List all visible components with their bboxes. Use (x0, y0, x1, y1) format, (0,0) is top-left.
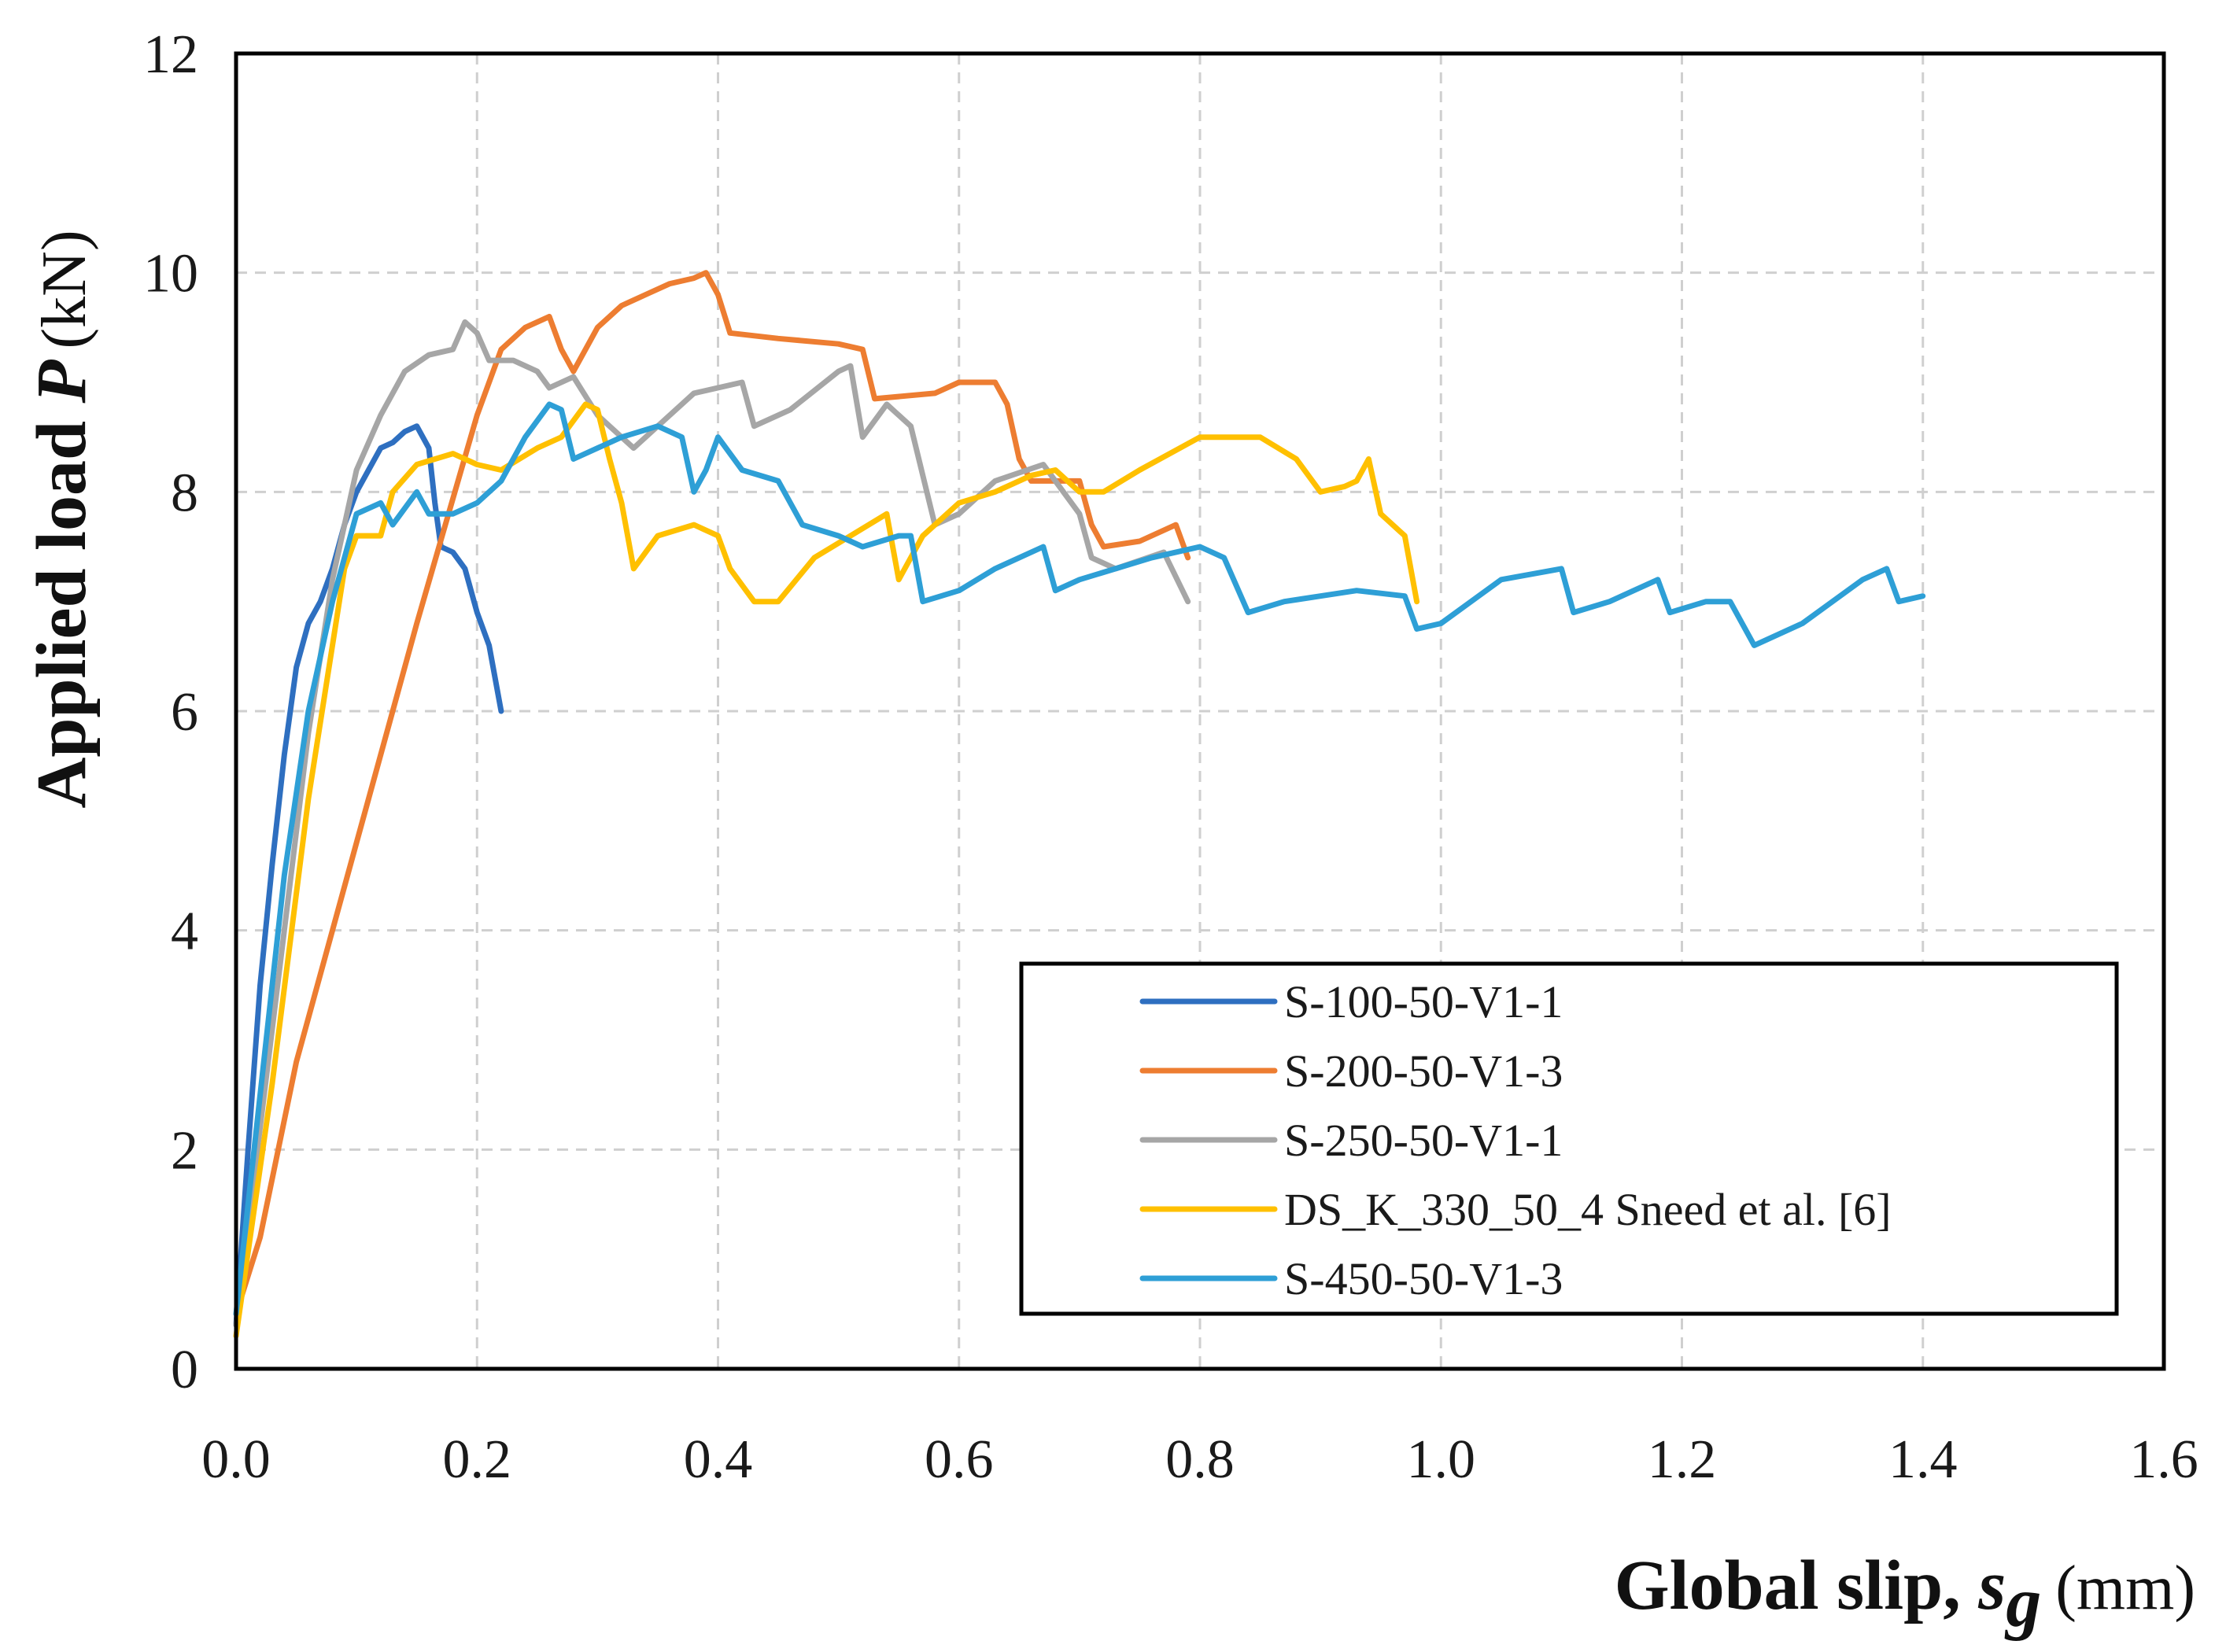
legend-label: S-450-50-V1-3 (1284, 1253, 1563, 1304)
series-line-5 (233, 401, 1926, 1317)
x-axis-label-sub: g (2004, 1564, 2041, 1642)
x-axis-label-main: Global slip, (1615, 1547, 1979, 1624)
x-axis-label-unit: (mm) (2055, 1554, 2195, 1623)
x-tick-label: 0.6 (925, 1429, 994, 1490)
x-tick-label: 1.6 (2129, 1429, 2198, 1490)
legend-item: S-200-50-V1-3 (1139, 1045, 1563, 1097)
y-axis-label-var: P (23, 359, 101, 404)
x-tick-label: 0.0 (201, 1429, 271, 1490)
legend-item: DS_K_330_50_4 Sneed et al. [6] (1139, 1184, 1892, 1235)
y-tick-label: 2 (171, 1120, 198, 1181)
x-axis-ticks: 0.0 0.2 0.4 0.6 0.8 1.0 1.2 1.4 1.6 (201, 1429, 2198, 1490)
legend-item: S-450-50-V1-3 (1139, 1253, 1563, 1304)
y-tick-label: 10 (143, 244, 198, 304)
x-tick-label: 1.4 (1888, 1429, 1958, 1490)
series-line-4 (233, 401, 1420, 1339)
x-tick-label: 1.2 (1648, 1429, 1717, 1490)
x-tick-label: 0.8 (1165, 1429, 1235, 1490)
series-line-3 (233, 319, 1191, 1328)
legend: S-100-50-V1-1 S-200-50-V1-3 S-250-50-V1-1 D… (1019, 961, 2119, 1316)
series-lines (233, 270, 1926, 1339)
x-tick-label: 0.4 (684, 1429, 753, 1490)
legend-label: DS_K_330_50_4 Sneed et al. [6] (1284, 1184, 1892, 1235)
y-axis-label: Applied load P (kN) (23, 230, 101, 808)
y-tick-label: 8 (171, 463, 198, 523)
plot-area-frame (234, 51, 2166, 1371)
y-tick-label: 0 (171, 1340, 198, 1400)
series-line-1 (233, 423, 504, 1328)
legend-item: S-250-50-V1-1 (1139, 1115, 1563, 1166)
series-line-2 (233, 270, 1191, 1317)
x-tick-label: 1.0 (1407, 1429, 1476, 1490)
x-axis-label-var: s (1977, 1547, 2006, 1624)
x-axis-label: Global slip, sg (mm) (1615, 1547, 2195, 1642)
y-tick-label: 12 (143, 24, 198, 85)
y-axis-ticks: 0 2 4 6 8 10 12 (143, 24, 198, 1400)
legend-label: S-250-50-V1-1 (1284, 1115, 1563, 1166)
legend-label: S-200-50-V1-3 (1284, 1045, 1563, 1097)
legend-label: S-100-50-V1-1 (1284, 976, 1563, 1027)
y-axis-label-main: Applied load (23, 403, 101, 808)
x-tick-label: 0.2 (443, 1429, 512, 1490)
y-tick-label: 6 (171, 682, 198, 743)
y-tick-label: 4 (171, 902, 198, 962)
legend-item: S-100-50-V1-1 (1139, 976, 1563, 1027)
y-axis-label-unit: (kN) (30, 230, 99, 348)
